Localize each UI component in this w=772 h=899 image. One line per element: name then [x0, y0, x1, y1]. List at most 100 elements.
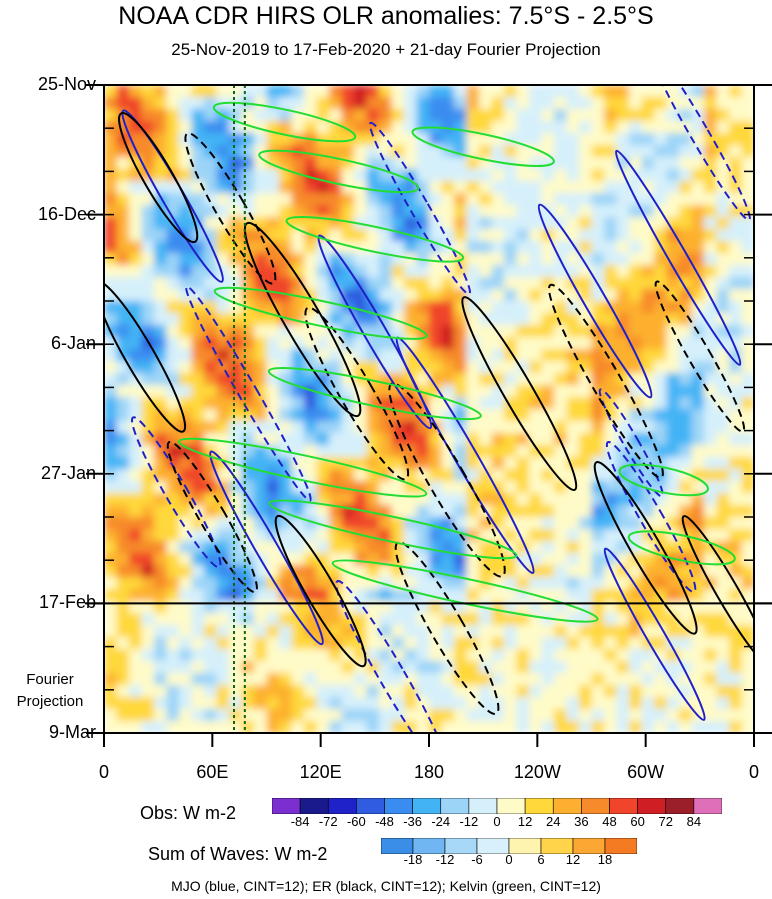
colorbar-label-9: 24 — [546, 814, 561, 829]
colorbar-swatch-6 — [440, 798, 470, 814]
colorbar-label-10: 36 — [574, 814, 589, 829]
contour-22dd33-6 — [268, 499, 518, 560]
contour-000000-12 — [681, 515, 754, 668]
contour-22dd33-8 — [618, 463, 709, 497]
colorbar-label-12: 60 — [630, 814, 645, 829]
colorbar-swatch-0 — [272, 798, 301, 814]
contour-22dd33-4 — [267, 367, 482, 421]
contour-22dd33-10 — [411, 126, 555, 167]
colorbar-label-7: 0 — [493, 814, 501, 829]
colorbar-label-2: -6 — [471, 852, 483, 867]
x-tick-label-5: 60W — [627, 762, 665, 782]
plot-frame — [85, 84, 772, 747]
colorbar-swatch-9 — [524, 798, 554, 814]
contour-000000-10 — [593, 461, 698, 635]
obs-colorbar-title: Obs: W m-2 — [140, 803, 237, 823]
contour-22dd33-5 — [177, 437, 428, 498]
colorbar-label-6: -12 — [459, 814, 479, 829]
colorbar-swatch-2 — [327, 798, 357, 814]
x-tick-label-2: 120E — [299, 762, 342, 782]
contour-000000-4 — [104, 280, 187, 433]
projection-label: Fourier Projection — [0, 669, 100, 713]
contour-000000-3 — [304, 306, 410, 481]
colorbar-label-4: -36 — [403, 814, 423, 829]
colorbar-label-0: -84 — [290, 814, 310, 829]
colorbar-label-3: -48 — [375, 814, 394, 829]
contour-000000-8 — [274, 514, 367, 668]
obs-colorbar — [272, 798, 722, 814]
y-tick-label-5: 9-Mar — [48, 722, 96, 742]
chart-subtitle: 25-Nov-2019 to 17-Feb-2020 + 21-day Four… — [171, 40, 601, 59]
contour-2020c8-8 — [537, 203, 653, 399]
contour-2020c8-12 — [603, 547, 706, 721]
contour-000000-2 — [243, 221, 362, 418]
waves-colorbar — [381, 838, 637, 854]
projection-label-line-2: Projection — [16, 693, 84, 710]
colorbar-label-4: 6 — [537, 852, 545, 867]
contour-22dd33-1 — [258, 149, 420, 194]
y-tick-label-3: 27-Jan — [40, 462, 96, 483]
x-tick-label-3: 180 — [413, 762, 445, 782]
colorbar-swatch-13 — [637, 798, 667, 814]
contour-000000-6 — [461, 296, 578, 492]
colorbar-swatch-8 — [496, 798, 526, 814]
y-tick-label-0: 25-Nov — [37, 74, 96, 94]
contour-000000-1 — [184, 132, 277, 285]
contour-2020c8-9 — [605, 440, 697, 594]
contour-2020c8-11 — [648, 85, 751, 222]
colorbar-label-14: 84 — [686, 814, 702, 829]
contour-2020c8-10 — [614, 149, 742, 366]
olr-anomaly-field — [104, 85, 754, 733]
y-tick-label-2: 6-Jan — [50, 333, 96, 354]
waves-colorbar-title: Sum of Waves: W m-2 — [148, 844, 328, 864]
x-tick-label-4: 120W — [513, 762, 561, 782]
colorbar-label-5: 12 — [565, 852, 581, 867]
contour-22dd33-0 — [212, 101, 357, 143]
contour-2020c8-3 — [368, 121, 471, 296]
contour-2020c8-2 — [317, 234, 433, 430]
colorbar-swatch-14 — [665, 798, 695, 814]
projection-label-line-1: Fourier — [26, 671, 74, 688]
contour-22dd33-3 — [213, 286, 428, 340]
colorbar-label-2: -60 — [346, 814, 366, 829]
colorbar-label-1: -72 — [318, 814, 338, 829]
x-tick-label-6: 0 — [748, 762, 759, 782]
colorbar-swatch-11 — [581, 798, 610, 814]
contour-2020c8-13 — [598, 388, 664, 498]
contour-22dd33-9 — [627, 530, 736, 566]
y-tick-label-1: 16-Dec — [37, 203, 96, 224]
colorbar-swatch-15 — [693, 798, 722, 814]
colorbar-label-0: -18 — [403, 852, 423, 867]
colorbar-swatch-10 — [552, 798, 582, 814]
colorbar-label-8: 12 — [517, 814, 533, 829]
contour-000000-11 — [654, 280, 746, 433]
y-tick-label-4: 17-Feb — [38, 592, 96, 613]
colorbar-swatch-7 — [604, 838, 637, 854]
colorbar-label-1: -12 — [435, 852, 455, 867]
contour-2020c8-5 — [131, 416, 222, 569]
colorbar-label-3: 0 — [505, 852, 513, 867]
chart-footer: MJO (blue, CINT=12); ER (black, CINT=12)… — [171, 878, 601, 894]
x-tick-label-1: 60E — [196, 762, 229, 782]
colorbar-label-11: 48 — [602, 814, 617, 829]
colorbar-swatch-12 — [609, 798, 638, 814]
contour-22dd33-2 — [285, 215, 465, 263]
contour-2020c8-1 — [185, 285, 312, 502]
x-tick-label-0: 0 — [98, 762, 109, 782]
colorbar-label-13: 72 — [658, 814, 673, 829]
contour-000000-0 — [118, 112, 199, 244]
contour-2020c8-7 — [335, 580, 451, 733]
contour-000000-7 — [166, 440, 258, 594]
colorbar-swatch-7 — [468, 798, 498, 814]
colorbar-label-6: 18 — [597, 852, 613, 867]
colorbar-swatch-3 — [356, 798, 385, 814]
colorbar-swatch-4 — [384, 798, 413, 814]
contour-2020c8-6 — [209, 450, 324, 646]
wave-contours — [104, 85, 754, 733]
colorbar-label-5: -24 — [431, 814, 451, 829]
heat-cells — [104, 85, 754, 733]
chart-title: NOAA CDR HIRS OLR anomalies: 7.5°S - 2.5… — [118, 2, 654, 30]
colorbar-swatch-5 — [412, 798, 442, 814]
colorbar-swatch-1 — [299, 798, 329, 814]
